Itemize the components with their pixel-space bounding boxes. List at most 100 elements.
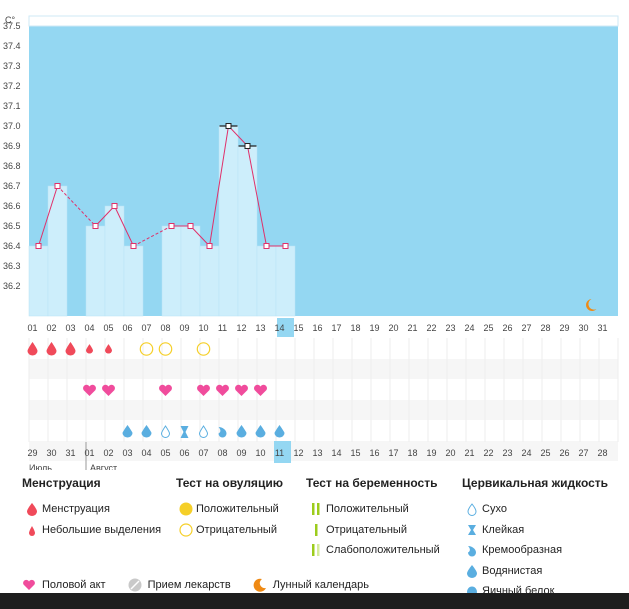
day-label: 19 xyxy=(369,323,379,333)
y-tick-label: 37.2 xyxy=(3,81,21,91)
fluid-creamy-icon xyxy=(462,543,482,557)
temp-line-segment xyxy=(209,125,229,247)
legend-bottom-row: Половой акт Прием лекарств Лунный календ… xyxy=(22,578,391,592)
temp-bar xyxy=(123,245,144,317)
day-label: 03 xyxy=(65,323,75,333)
day-label: 13 xyxy=(255,323,265,333)
pregnancy-negative-icon xyxy=(306,523,326,537)
cycle-day-label: 25 xyxy=(540,448,550,458)
legend-title: Тест на беременность xyxy=(306,476,438,490)
legend-fluid: Цервикальная жидкость Сухо Клейкая Кремо… xyxy=(462,476,608,602)
grid-row-band xyxy=(29,441,618,461)
spotting-drop-icon xyxy=(22,523,42,537)
cycle-day-label: 20 xyxy=(445,448,455,458)
day-label: 17 xyxy=(331,323,341,333)
temp-point xyxy=(130,243,137,249)
y-tick-label: 37.4 xyxy=(3,41,21,51)
menstruation-drop-icon xyxy=(65,342,76,356)
legend-item: Отрицательный xyxy=(196,523,277,536)
temp-bar xyxy=(85,225,106,317)
temp-point xyxy=(206,243,213,249)
cycle-day-label: 16 xyxy=(369,448,379,458)
moon-icon xyxy=(253,578,267,592)
ovulation-positive-icon xyxy=(176,502,196,516)
cervical-fluid-icon xyxy=(236,425,247,438)
fluid-sticky-icon xyxy=(462,523,482,537)
cycle-day-label: 18 xyxy=(407,448,417,458)
temp-bar xyxy=(104,205,125,317)
heart-icon xyxy=(22,579,36,591)
cycle-day-label: 12 xyxy=(293,448,303,458)
temp-point xyxy=(187,223,194,229)
day-label: 02 xyxy=(46,323,56,333)
cycle-day-label: 27 xyxy=(578,448,588,458)
legend-item: Слабоположительный xyxy=(326,544,440,557)
day-label: 07 xyxy=(141,323,151,333)
legend-menstruation: Менструация Менструация Небольшие выделе… xyxy=(22,476,161,540)
temp-bar xyxy=(237,145,258,317)
cycle-day-label: 02 xyxy=(103,448,113,458)
legend-item: Прием лекарств xyxy=(147,579,231,591)
temp-line-segment xyxy=(38,185,58,247)
day-label: 10 xyxy=(198,323,208,333)
cervical-fluid-icon xyxy=(218,427,227,438)
cycle-day-label: 24 xyxy=(521,448,531,458)
day-label: 15 xyxy=(293,323,303,333)
day-label: 09 xyxy=(179,323,189,333)
day-label: 22 xyxy=(426,323,436,333)
cycle-day-label: 19 xyxy=(426,448,436,458)
cycle-day-label: 29 xyxy=(27,448,37,458)
temp-bar xyxy=(28,245,49,317)
legend-title: Тест на овуляцию xyxy=(176,476,283,490)
temp-bar xyxy=(199,245,220,317)
pill-icon xyxy=(128,578,142,592)
cycle-day-label: 14 xyxy=(331,448,341,458)
y-axis-unit: C° xyxy=(5,15,15,25)
day-label: 21 xyxy=(407,323,417,333)
y-tick-label: 36.6 xyxy=(3,201,21,211)
fluid-dry-icon xyxy=(462,502,482,517)
day-label: 24 xyxy=(464,323,474,333)
legend-item: Клейкая xyxy=(482,523,525,536)
temp-line-segment xyxy=(95,205,115,227)
cycle-today-highlight xyxy=(274,441,291,463)
y-tick-label: 37.5 xyxy=(3,21,21,31)
y-tick-label: 36.3 xyxy=(3,261,21,271)
temp-line-segment xyxy=(247,145,267,247)
y-tick-label: 36.8 xyxy=(3,161,21,171)
day-label: 30 xyxy=(578,323,588,333)
day-label: 18 xyxy=(350,323,360,333)
pregnancy-weak-icon xyxy=(306,543,326,557)
cycle-day-label: 05 xyxy=(160,448,170,458)
heart-icon xyxy=(197,384,210,396)
cervical-fluid-icon xyxy=(160,425,171,438)
cycle-day-label: 30 xyxy=(46,448,56,458)
cervical-fluid-icon xyxy=(141,425,152,438)
temp-point xyxy=(282,243,289,249)
grid-row-band xyxy=(29,359,618,379)
temp-line-segment xyxy=(114,205,134,247)
legend-item: Отрицательный xyxy=(326,523,407,536)
cycle-day-label: 03 xyxy=(122,448,132,458)
day-label: 31 xyxy=(597,323,607,333)
cervical-fluid-icon xyxy=(274,425,285,438)
temp-line-gap xyxy=(57,185,96,227)
day-label: 27 xyxy=(521,323,531,333)
legend-item: Водянистая xyxy=(482,564,543,577)
legend-item: Кремообразная xyxy=(482,544,563,557)
legend-item: Половой акт xyxy=(42,579,106,591)
y-tick-label: 36.9 xyxy=(3,141,21,151)
month-label-next: Август xyxy=(90,463,117,470)
ovulation-test-icon xyxy=(196,342,211,356)
temp-point xyxy=(225,123,232,129)
y-tick-label: 36.4 xyxy=(3,241,21,251)
ovulation-test-icon xyxy=(139,342,154,356)
temp-bar xyxy=(218,125,239,317)
cervical-fluid-icon xyxy=(122,425,133,438)
y-tick-label: 36.5 xyxy=(3,221,21,231)
menstruation-drop-icon xyxy=(105,344,112,354)
bbt-chart: C°37.5 37.4 37.3 37.2 37.1 37.0 36.9 36.8 36.7 36… xyxy=(3,15,619,470)
heart-icon xyxy=(83,384,96,396)
y-tick-label: 36.2 xyxy=(3,281,21,291)
day-label: 23 xyxy=(445,323,455,333)
